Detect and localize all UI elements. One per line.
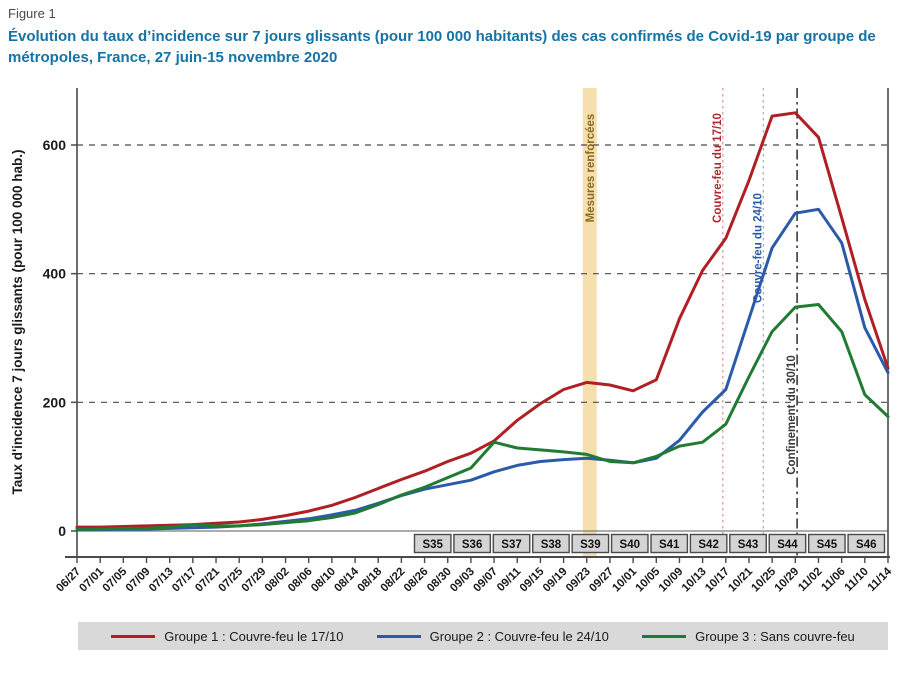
x-tick-label: 10/05	[634, 565, 663, 594]
week-box-S39	[571, 533, 610, 554]
chart-title: Évolution du taux d’incidence sur 7 jour…	[8, 28, 876, 66]
x-tick-label: 08/14	[332, 565, 361, 594]
x-tick-label: 10/21	[726, 565, 755, 594]
week-box-S46	[847, 533, 886, 554]
legend-line-groupe-3	[642, 634, 687, 638]
x-tick-label: 11/10	[843, 566, 871, 594]
x-tick-label: 09/11	[495, 565, 524, 594]
x-tick-label: 07/21	[193, 565, 222, 594]
legend-label-groupe-2: Groupe 2 : Couvre-feu le 24/10	[429, 628, 609, 644]
y-tick-label: 600	[43, 137, 67, 153]
series-line-groupe-2	[75, 207, 890, 532]
week-box-S45	[807, 533, 846, 554]
week-box-label: S39	[580, 539, 600, 551]
series-line-groupe-3	[75, 303, 890, 531]
x-tick-label: 10/09	[657, 566, 686, 595]
week-box-S38	[532, 533, 570, 554]
x-tick-label: 11/02	[796, 566, 824, 594]
x-tick-label: 07/25	[216, 565, 245, 594]
week-box-S37	[492, 533, 531, 554]
measures-band	[582, 88, 597, 557]
week-box-label: S36	[462, 539, 482, 551]
x-tick-label: 10/25	[749, 565, 778, 594]
x-tick-label: 10/01	[610, 565, 639, 594]
week-box-label: S46	[856, 539, 876, 551]
week-box-S36	[453, 533, 492, 554]
measures-band-label: Mesures renforcées	[585, 114, 597, 223]
legend-line-groupe-1	[111, 634, 156, 638]
week-box-label: S40	[620, 539, 640, 551]
x-tick-label: 11/14	[866, 565, 895, 594]
week-box-S41	[650, 533, 689, 554]
x-tick-label: 07/13	[147, 566, 176, 595]
x-tick-label: 08/18	[356, 565, 385, 594]
x-tick-label: 08/30	[425, 566, 454, 595]
x-tick-label: 11/06	[819, 566, 847, 594]
week-box-S40	[610, 533, 649, 554]
y-tick-label: 200	[43, 394, 67, 410]
legend-item-groupe-1: Groupe 1 : Couvre-feu le 17/10	[111, 629, 343, 644]
x-tick-label: 08/26	[402, 566, 431, 595]
week-box-label: S37	[501, 539, 521, 551]
week-box-S43	[729, 533, 767, 554]
x-tick-label: 10/29	[773, 566, 802, 595]
vline-label: Confinement du 30/10	[786, 355, 798, 475]
legend-item-groupe-3: Groupe 3 : Sans couvre-feu	[642, 629, 855, 644]
vline-label: Couvre-feu du 24/10	[752, 193, 764, 303]
chart-legend: Groupe 1 : Couvre-feu le 17/10 Groupe 2 …	[78, 622, 888, 650]
x-tick-label: 08/10	[309, 566, 338, 595]
legend-item-groupe-2: Groupe 2 : Couvre-feu le 24/10	[376, 628, 609, 644]
x-tick-label: 08/06	[286, 566, 315, 595]
x-tick-label: 07/09	[124, 566, 153, 595]
y-tick-label: 400	[43, 266, 67, 282]
x-tick-label: 08/02	[263, 566, 292, 595]
legend-label-groupe-1: Groupe 1 : Couvre-feu le 17/10	[164, 628, 344, 644]
series-line-groupe-1	[75, 111, 890, 529]
x-tick-label: 09/23	[564, 566, 593, 595]
x-tick-label: 07/17	[170, 566, 199, 595]
week-box-label: S42	[698, 539, 718, 551]
week-box-label: S44	[777, 539, 798, 551]
x-tick-label: 10/13	[680, 566, 709, 595]
x-tick-label: 09/15	[518, 565, 547, 594]
week-box-label: S35	[422, 539, 443, 551]
vline-label: Couvre-feu du 17/10	[712, 113, 724, 223]
x-tick-label: 09/03	[448, 566, 477, 595]
x-tick-label: 07/29	[240, 566, 269, 595]
x-tick-label: 10/17	[703, 566, 732, 595]
week-box-label: S41	[659, 539, 680, 551]
week-box-label: S45	[817, 539, 838, 551]
figure-label: Figure 1	[8, 6, 56, 21]
x-tick-label: 08/22	[379, 566, 408, 595]
x-tick-label: 09/27	[587, 566, 616, 595]
week-box-label: S43	[738, 539, 758, 551]
week-box-S35	[413, 533, 452, 554]
x-tick-label: 09/07	[471, 566, 500, 595]
y-tick-label: 0	[58, 523, 66, 539]
legend-line-groupe-2	[376, 634, 421, 638]
legend-label-groupe-3: Groupe 3 : Sans couvre-feu	[695, 628, 855, 644]
x-tick-label: 07/05	[101, 565, 130, 594]
week-box-label: S38	[541, 539, 562, 551]
x-tick-label: 09/19	[541, 566, 570, 595]
x-tick-label: 06/27	[54, 566, 83, 595]
y-axis-title: Taux d'incidence 7 jours glissants (pour…	[10, 149, 25, 494]
week-box-S42	[689, 533, 728, 554]
week-box-S44	[768, 533, 807, 554]
x-tick-label: 07/01	[77, 565, 106, 594]
